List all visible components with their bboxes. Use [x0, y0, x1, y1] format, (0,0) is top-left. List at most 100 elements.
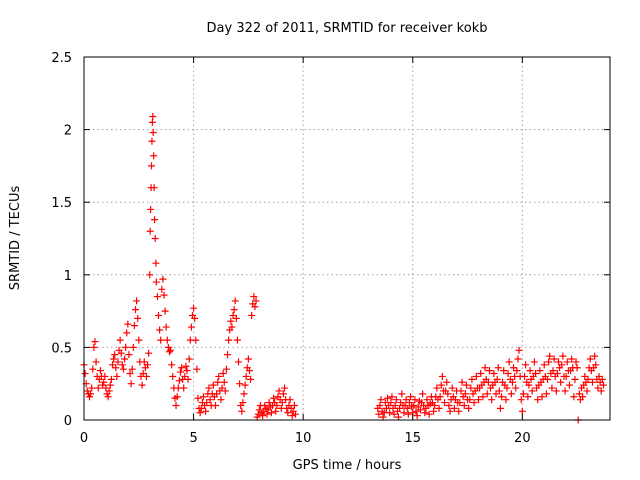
- data-point: [416, 406, 424, 414]
- data-point: [242, 372, 250, 380]
- data-point: [494, 364, 502, 372]
- data-point: [561, 387, 569, 395]
- data-point: [212, 401, 219, 409]
- data-point: [105, 387, 113, 395]
- x-axis-label: GPS time / hours: [293, 458, 402, 473]
- grid-lines: [84, 57, 610, 420]
- data-point: [558, 361, 566, 369]
- data-point: [586, 355, 594, 363]
- data-point: [490, 370, 498, 378]
- data-point: [458, 378, 466, 386]
- data-point: [436, 393, 444, 401]
- y-tick-label: 1.5: [51, 196, 72, 211]
- data-point: [127, 380, 135, 388]
- data-point: [222, 365, 230, 373]
- data-point: [225, 336, 233, 344]
- data-point: [214, 378, 222, 386]
- data-point: [484, 378, 492, 386]
- data-point: [407, 393, 415, 401]
- chart-title: Day 322 of 2011, SRMTID for receiver kok…: [207, 21, 488, 36]
- data-point: [155, 311, 163, 319]
- data-point: [425, 410, 433, 418]
- data-point: [559, 352, 567, 360]
- data-point: [562, 372, 570, 380]
- data-point: [500, 367, 508, 375]
- data-point: [117, 349, 125, 357]
- data-point: [149, 129, 157, 137]
- data-point: [119, 365, 127, 373]
- data-point: [379, 413, 387, 421]
- data-point: [598, 375, 606, 383]
- data-point: [515, 346, 523, 354]
- data-point: [193, 365, 201, 373]
- data-point: [544, 375, 552, 383]
- data-point: [281, 384, 289, 392]
- data-point: [176, 368, 184, 376]
- data-point: [144, 361, 152, 369]
- data-point: [87, 390, 95, 398]
- data-point: [540, 361, 548, 369]
- data-point: [455, 407, 463, 415]
- data-point: [290, 401, 298, 409]
- data-point: [583, 387, 591, 395]
- data-point: [130, 322, 138, 330]
- data-point: [187, 323, 195, 331]
- data-point: [553, 370, 561, 378]
- plot-frame: [83, 56, 611, 421]
- data-point: [518, 407, 526, 415]
- data-point: [209, 381, 217, 389]
- data-point: [410, 401, 418, 409]
- x-tick-label: 15: [404, 431, 421, 446]
- data-point: [495, 387, 503, 395]
- data-point: [219, 370, 227, 378]
- data-point: [250, 293, 258, 301]
- data-point: [403, 404, 411, 412]
- data-point: [542, 390, 550, 398]
- data-point: [248, 311, 256, 319]
- data-point: [548, 384, 556, 392]
- data-point: [145, 349, 153, 357]
- data-point: [461, 390, 469, 398]
- data-point: [477, 370, 485, 378]
- data-point: [175, 377, 183, 385]
- data-point: [91, 338, 99, 346]
- data-point: [528, 387, 536, 395]
- data-point: [514, 355, 522, 363]
- data-point: [291, 410, 299, 418]
- data-point: [507, 390, 515, 398]
- data-point: [92, 358, 100, 366]
- data-point: [150, 184, 158, 192]
- data-point: [217, 396, 225, 404]
- data-point: [505, 358, 513, 366]
- data-point: [184, 375, 192, 383]
- data-point: [412, 407, 420, 415]
- data-point: [391, 401, 399, 409]
- data-point: [206, 396, 214, 404]
- data-point: [148, 137, 156, 145]
- data-point: [267, 409, 275, 417]
- data-point: [199, 393, 207, 401]
- data-point: [572, 358, 580, 366]
- y-tick-label: 0.5: [51, 341, 72, 356]
- data-point: [579, 393, 587, 401]
- data-point: [135, 336, 143, 344]
- data-point: [161, 307, 169, 315]
- data-point: [446, 407, 454, 415]
- data-point: [398, 390, 406, 398]
- data-point: [114, 358, 122, 366]
- data-point: [228, 323, 236, 331]
- data-point: [101, 372, 109, 380]
- data-point: [123, 329, 131, 337]
- data-point: [550, 355, 558, 363]
- data-point: [106, 381, 114, 389]
- data-point: [168, 361, 176, 369]
- data-point: [126, 370, 134, 378]
- data-point: [151, 216, 159, 224]
- data-point: [125, 351, 133, 359]
- data-point: [279, 390, 287, 398]
- data-point: [573, 364, 581, 372]
- data-point: [377, 396, 385, 404]
- data-point: [570, 393, 578, 401]
- x-tick-label: 10: [295, 431, 312, 446]
- data-point: [488, 396, 496, 404]
